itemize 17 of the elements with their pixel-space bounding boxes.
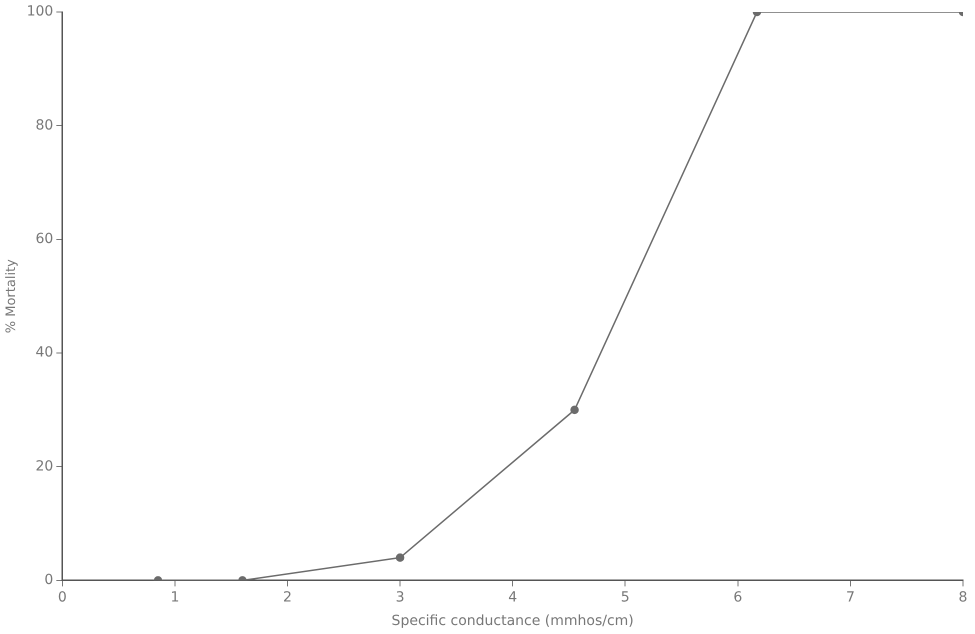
x-axis-title: Specific conductance (mmhos/cm) [392, 613, 634, 630]
x-tick-label: 3 [396, 589, 405, 606]
y-tick-label: 40 [35, 344, 54, 361]
y-tick-label: 80 [35, 117, 54, 134]
x-tick-label: 2 [283, 589, 292, 606]
x-tick-label: 8 [958, 589, 968, 606]
y-tick-label: 60 [35, 231, 54, 247]
x-tick-label: 0 [58, 589, 67, 606]
x-tick-label: 7 [846, 589, 855, 606]
y-tick-label: 0 [44, 572, 54, 588]
x-tick-label: 4 [508, 589, 518, 606]
y-tick-label: 100 [26, 4, 54, 20]
y-axis-title: % Mortality [4, 258, 20, 334]
x-tick-label: 1 [170, 589, 180, 606]
x-tick-label: 6 [733, 589, 742, 606]
x-tick-label: 5 [620, 589, 630, 606]
y-tick-label: 20 [35, 458, 54, 474]
